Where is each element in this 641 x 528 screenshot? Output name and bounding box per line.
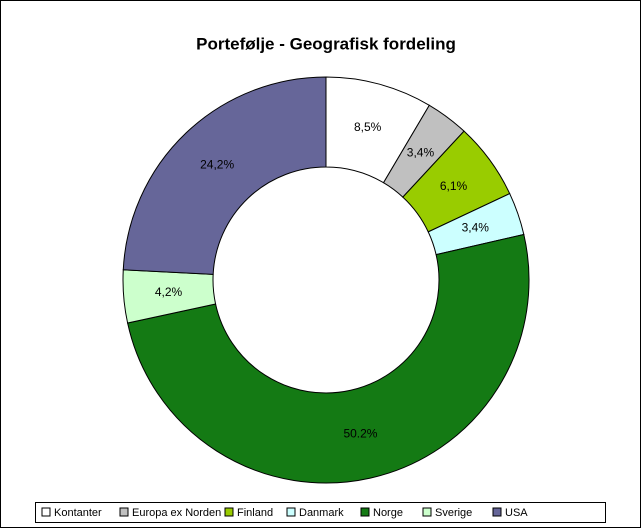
legend-swatch: [422, 507, 432, 517]
data-label: 4,2%: [155, 285, 183, 299]
legend-swatch: [286, 507, 296, 517]
legend-swatch: [360, 507, 370, 517]
legend-label: USA: [505, 507, 528, 519]
data-label: 8,5%: [354, 120, 382, 134]
legend-swatch: [492, 507, 502, 517]
legend-label: Sverige: [435, 507, 472, 519]
data-label: 50.2%: [343, 426, 377, 440]
legend-box: [35, 502, 606, 523]
data-label: 3,4%: [462, 221, 490, 235]
legend-label: Finland: [237, 507, 273, 519]
legend-swatch: [224, 507, 234, 517]
legend-swatch: [119, 507, 129, 517]
data-label: 24,2%: [200, 158, 234, 172]
donut-slice: [122, 76, 327, 275]
legend-swatch: [41, 507, 51, 517]
data-label: 6,1%: [440, 179, 468, 193]
legend-label: Europa ex Norden: [132, 507, 221, 519]
legend-label: Kontanter: [54, 507, 102, 519]
chart-title: Portefølje - Geografisk fordeling: [196, 34, 456, 53]
legend-label: Danmark: [299, 507, 344, 519]
data-label: 3,4%: [407, 146, 435, 160]
legend-label: Norge: [373, 507, 403, 519]
donut-slice: [127, 233, 530, 484]
